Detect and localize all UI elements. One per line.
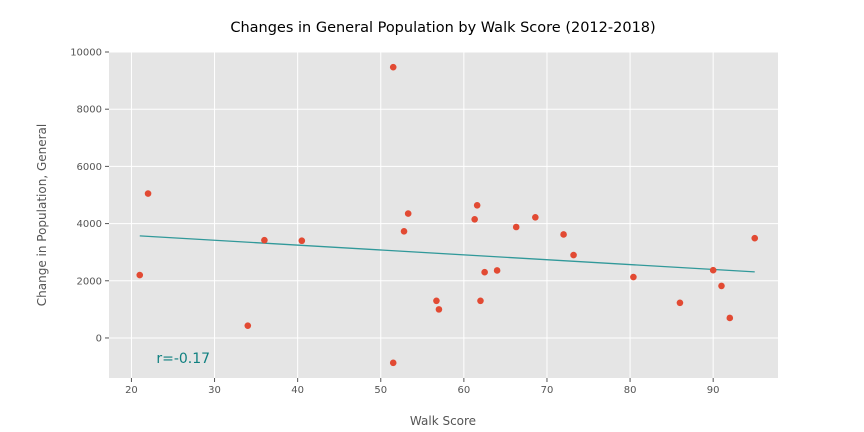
data-point: [473, 201, 481, 209]
data-point: [261, 236, 268, 244]
x-tick-label: 20: [125, 385, 138, 396]
plot-area: [109, 52, 778, 378]
data-point: [435, 306, 443, 313]
x-tick-label: 90: [707, 385, 720, 396]
data-point: [136, 271, 144, 279]
data-point: [389, 359, 397, 367]
data-point: [709, 266, 717, 274]
data-point: [532, 213, 539, 221]
correlation-annotation: r=-0.17: [156, 351, 210, 367]
x-tick-label: 80: [624, 385, 637, 396]
data-point: [676, 299, 684, 307]
x-tick-label: 70: [541, 385, 554, 396]
x-tick-label: 60: [457, 385, 470, 396]
data-points: [136, 63, 759, 367]
data-point: [298, 237, 306, 245]
x-tick-label: 30: [208, 385, 221, 396]
data-point: [718, 282, 725, 290]
y-axis-ticks: 0 2000 4000 6000 8000 10000: [70, 48, 109, 344]
y-tick-label: 8000: [77, 105, 102, 116]
data-point: [400, 228, 408, 235]
y-tick-label: 4000: [77, 219, 102, 230]
data-point: [477, 297, 484, 305]
data-point: [630, 273, 637, 281]
data-point: [560, 231, 567, 238]
y-axis-label: Change in Population, General: [35, 124, 49, 306]
x-axis-ticks: 20 30 40 50 60 70 80 90: [125, 378, 720, 396]
data-point: [493, 267, 501, 274]
y-tick-label: 10000: [70, 48, 102, 59]
x-axis-label: Walk Score: [410, 414, 476, 428]
data-point: [481, 268, 488, 276]
data-point: [512, 223, 520, 231]
data-point: [389, 63, 397, 71]
trend-line: [139, 235, 755, 273]
data-point: [751, 234, 759, 242]
y-tick-label: 2000: [77, 276, 102, 287]
data-point: [144, 190, 152, 197]
y-tick-label: 0: [96, 333, 102, 344]
data-point: [244, 322, 252, 329]
y-tick-label: 6000: [77, 162, 102, 173]
data-point: [726, 314, 734, 322]
grid-lines: [109, 51, 778, 378]
data-point: [433, 297, 440, 305]
x-tick-label: 40: [291, 385, 304, 396]
x-tick-label: 50: [374, 385, 387, 396]
data-point: [570, 251, 577, 259]
data-point: [471, 215, 478, 223]
data-point: [404, 210, 412, 217]
chart-title: Changes in General Population by Walk Sc…: [230, 20, 655, 36]
